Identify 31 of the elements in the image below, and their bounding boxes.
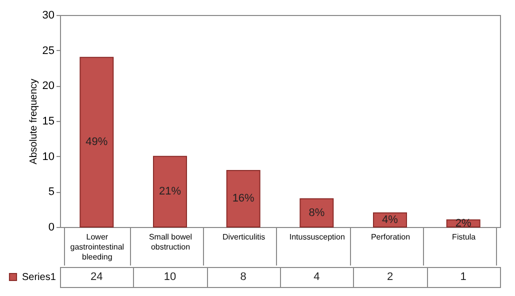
data-label: 24 [90,271,103,283]
data-label: 8 [240,271,246,283]
data-label: 2 [386,271,394,283]
y-tick-label: 30 [42,10,54,22]
y-tick-label: 20 [42,80,54,92]
annotation: 4% [382,214,398,226]
x-tick-label: Fistula [452,232,476,242]
legend-label: Series1 [22,272,56,283]
x-tick-label: Small bowel obstruction [148,232,192,252]
annotation: 21% [158,186,182,198]
y-tick-label: 5 [48,186,54,198]
x-tick-label: Intussusception [289,232,345,242]
bar [153,156,187,228]
annotation: 2% [455,217,472,230]
bar [226,170,260,228]
annotation: 49% [86,136,108,148]
annotation: 8% [308,206,325,219]
annotation: 16% [232,192,255,205]
y-tick-label: 0 [48,222,54,234]
y-tick-label: 10 [42,150,54,163]
y-tick-label: 15 [42,116,54,128]
data-label: 1 [460,271,466,283]
y-tick-label: 25 [42,44,54,57]
y-axis-title: Absolute frequency [28,78,40,164]
bar [80,56,114,228]
bar [300,198,334,228]
data-label: 10 [164,271,176,283]
x-tick-label: Perforation [370,232,410,242]
x-tick-label: Diverticulitis [222,232,266,242]
x-tick-label: Lower gastrointestinal bleeding [70,232,124,262]
data-label: 4 [314,271,320,283]
